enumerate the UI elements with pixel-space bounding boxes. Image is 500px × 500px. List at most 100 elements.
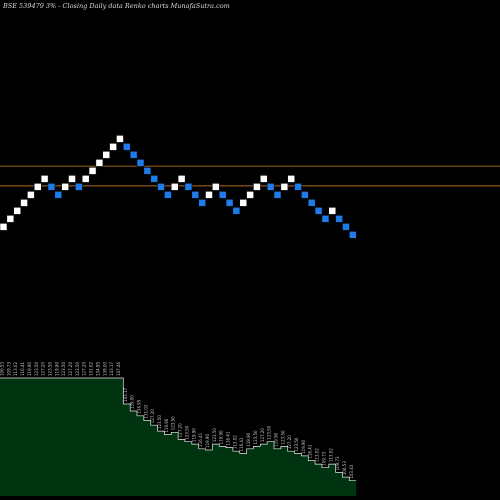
renko-brick-50 xyxy=(342,223,350,231)
renko-brick-48 xyxy=(328,207,337,215)
volume-label-3: 116.41 xyxy=(20,362,25,376)
renko-brick-41 xyxy=(280,183,289,191)
renko-brick-30 xyxy=(205,191,213,199)
renko-brick-26 xyxy=(177,175,186,183)
volume-label-49: 109.73 xyxy=(335,456,340,470)
volume-label-7: 123.50 xyxy=(47,362,52,376)
renko-brick-23 xyxy=(157,183,165,191)
renko-brick-49 xyxy=(335,215,343,223)
renko-brick-21 xyxy=(143,167,152,175)
volume-label-19: 139.00 xyxy=(130,395,135,409)
volume-label-51: 103.43 xyxy=(349,464,354,478)
volume-label-4: 119.90 xyxy=(27,362,32,376)
volume-label-32: 119.90 xyxy=(219,430,224,444)
volume-label-41: 123.50 xyxy=(280,430,285,444)
volume-label-25: 123.50 xyxy=(171,416,176,430)
renko-brick-12 xyxy=(81,175,90,183)
renko-brick-37 xyxy=(253,183,261,191)
renko-brick-33 xyxy=(225,199,234,207)
renko-brick-14 xyxy=(95,159,104,167)
renko-brick-44 xyxy=(301,191,309,199)
volume-label-44: 119.90 xyxy=(301,439,306,453)
volume-label-30: 119.90 xyxy=(205,434,210,448)
volume-label-29: 116.41 xyxy=(198,432,203,446)
renko-brick-36 xyxy=(246,191,254,199)
volume-label-6: 127.20 xyxy=(41,362,46,376)
renko-brick-1 xyxy=(6,215,15,223)
volume-label-24: 119.90 xyxy=(164,418,169,432)
renko-brick-16 xyxy=(109,143,117,151)
volume-label-26: 127.20 xyxy=(178,423,183,437)
renko-brick-20 xyxy=(136,159,145,167)
renko-brick-25 xyxy=(171,183,179,191)
volume-label-12: 127.20 xyxy=(82,362,87,376)
volume-label-22: 127.20 xyxy=(150,409,155,423)
renko-brick-42 xyxy=(287,175,295,183)
renko-brick-29 xyxy=(198,199,206,207)
renko-brick-8 xyxy=(54,191,63,199)
renko-brick-15 xyxy=(102,151,110,159)
volume-label-16: 143.17 xyxy=(109,362,114,376)
volume-outline xyxy=(0,377,357,482)
renko-brick-18 xyxy=(123,143,131,151)
volume-label-10: 127.20 xyxy=(68,362,73,376)
renko-brick-3 xyxy=(20,199,28,207)
volume-label-33: 116.41 xyxy=(226,431,231,445)
volume-label-38: 127.20 xyxy=(260,428,265,442)
renko-brick-22 xyxy=(150,175,158,183)
renko-brick-32 xyxy=(218,191,227,199)
volume-label-8: 119.90 xyxy=(54,362,59,376)
renko-brick-51 xyxy=(349,231,357,239)
volume-label-21: 131.02 xyxy=(143,404,148,418)
volume-label-36: 119.90 xyxy=(246,432,251,446)
volume-label-2: 113.02 xyxy=(13,362,18,376)
volume-label-46: 113.02 xyxy=(315,448,320,462)
renko-brick-34 xyxy=(232,207,241,215)
volume-label-0: 106.53 xyxy=(0,362,5,376)
volume-label-50: 106.53 xyxy=(342,461,347,475)
volume-label-14: 134.95 xyxy=(95,362,100,376)
volume-label-9: 123.50 xyxy=(61,362,66,376)
volume-label-40: 119.90 xyxy=(274,432,279,446)
renko-brick-35 xyxy=(239,199,247,207)
volume-label-13: 131.02 xyxy=(89,362,94,376)
volume-label-37: 123.50 xyxy=(253,430,258,444)
renko-brick-27 xyxy=(184,183,193,191)
volume-label-28: 119.90 xyxy=(191,428,196,442)
volume-label-35: 116.41 xyxy=(239,437,244,451)
renko-brick-13 xyxy=(88,167,97,175)
volume-label-18: 143.17 xyxy=(123,388,128,402)
renko-brick-11 xyxy=(75,183,83,191)
volume-label-43: 123.50 xyxy=(294,437,299,451)
renko-brick-6 xyxy=(40,175,49,183)
renko-brick-5 xyxy=(34,183,42,191)
renko-brick-9 xyxy=(61,183,69,191)
renko-brick-28 xyxy=(191,191,200,199)
volume-label-34: 113.02 xyxy=(232,435,237,449)
volume-label-45: 116.41 xyxy=(308,444,313,458)
volume-label-23: 123.50 xyxy=(157,415,162,429)
renko-brick-40 xyxy=(273,191,282,199)
renko-brick-10 xyxy=(68,175,76,183)
volume-label-39: 123.50 xyxy=(267,425,272,439)
volume-label-11: 123.50 xyxy=(75,362,80,376)
renko-brick-39 xyxy=(266,183,275,191)
renko-brick-31 xyxy=(212,183,220,191)
volume-label-27: 123.50 xyxy=(184,425,189,439)
renko-brick-46 xyxy=(314,207,323,215)
renko-brick-24 xyxy=(164,191,172,199)
renko-brick-7 xyxy=(47,183,56,191)
volume-label-15: 139.00 xyxy=(102,362,107,376)
volume-label-1: 109.73 xyxy=(6,362,11,376)
renko-brick-17 xyxy=(116,135,124,143)
renko-brick-0 xyxy=(0,223,8,231)
chart-title: BSE 539479 3% - Closing Daily data Renko… xyxy=(3,2,230,10)
renko-brick-38 xyxy=(260,175,268,183)
renko-brick-45 xyxy=(308,199,316,207)
volume-label-48: 113.02 xyxy=(328,448,333,462)
volume-label-5: 123.50 xyxy=(34,362,39,376)
volume-label-47: 109.73 xyxy=(321,451,326,465)
volume-label-42: 127.20 xyxy=(287,435,292,449)
renko-brick-43 xyxy=(294,183,302,191)
